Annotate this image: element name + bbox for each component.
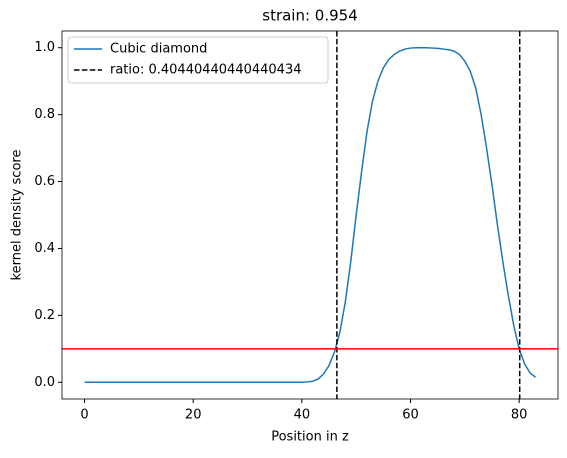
legend-label: ratio: 0.40440440440440434 (110, 63, 302, 78)
line-series (84, 46, 536, 384)
y-axis-label: kernel density score (10, 150, 25, 281)
y-tick-label: 0.4 (34, 241, 55, 256)
y-tick-label: 0.2 (34, 308, 55, 323)
x-tick-label: 80 (511, 408, 528, 423)
y-tick-label: 0.8 (34, 107, 55, 122)
x-tick-label: 20 (185, 408, 202, 423)
x-tick-label: 60 (402, 408, 419, 423)
x-axis-label: Position in z (271, 430, 349, 445)
legend-label: Cubic diamond (110, 42, 207, 57)
axes-frame (61, 30, 559, 400)
y-tick-label: 0.0 (34, 375, 55, 390)
y-tick-label: 0.6 (34, 174, 55, 189)
y-tick-label: 1.0 (34, 40, 55, 55)
x-tick-label: 0 (80, 408, 88, 423)
legend-box (67, 36, 329, 84)
chart-title: strain: 0.954 (262, 7, 358, 25)
x-tick-label: 40 (294, 408, 311, 423)
